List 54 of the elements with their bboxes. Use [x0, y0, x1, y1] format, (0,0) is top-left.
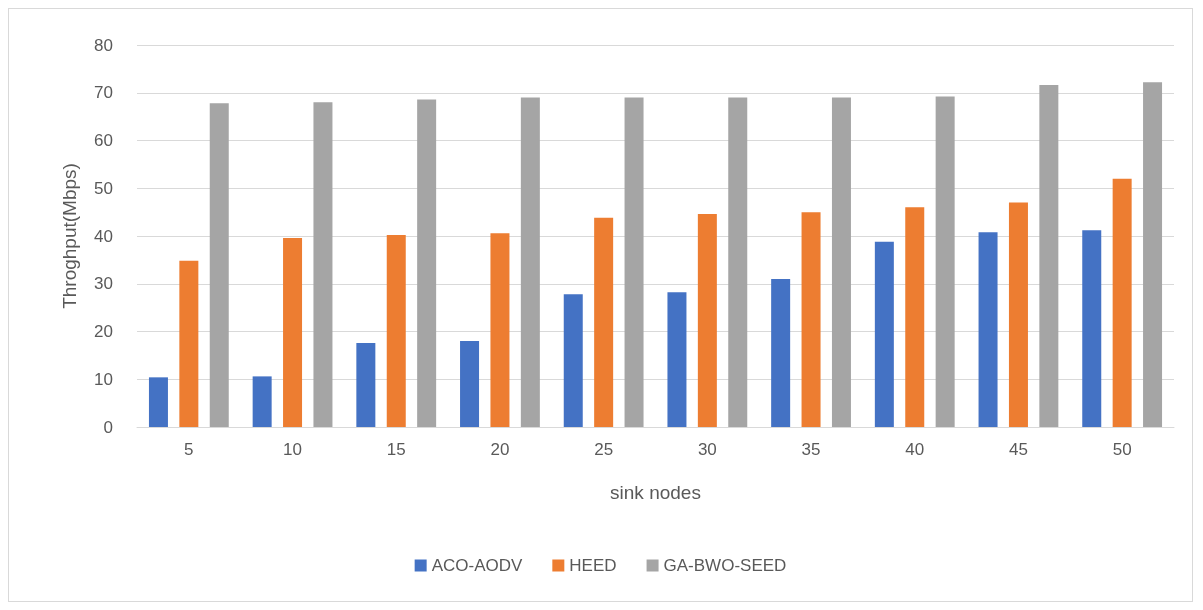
bar: [417, 99, 437, 427]
bar: [1008, 202, 1028, 427]
y-tick-label: 40: [94, 226, 113, 246]
bar: [1143, 82, 1163, 427]
x-tick-label: 45: [1008, 440, 1028, 459]
y-tick-label: 50: [94, 178, 113, 198]
x-tick-label: 10: [283, 440, 303, 459]
bar: [667, 292, 687, 427]
bar: [209, 103, 229, 427]
bar: [148, 377, 168, 427]
x-axis-title: sink nodes: [610, 482, 701, 503]
bar: [356, 342, 376, 427]
bar: [283, 237, 303, 427]
bar: [490, 233, 510, 427]
x-tick-label: 5: [184, 440, 194, 459]
bar: [874, 241, 894, 427]
y-tick-label: 30: [94, 274, 113, 294]
x-tick-label: 35: [801, 440, 821, 459]
x-tick-label: 15: [386, 440, 406, 459]
bar: [728, 97, 748, 427]
bar: [594, 217, 614, 427]
bar: [831, 97, 851, 427]
bar: [179, 260, 199, 427]
bar: [978, 232, 998, 427]
bar: [520, 97, 540, 427]
bar: [252, 376, 272, 427]
legend-label: HEED: [569, 556, 617, 575]
bar: [313, 102, 333, 427]
y-tick-label: 20: [94, 322, 113, 341]
y-tick-label: 10: [94, 369, 113, 389]
bar: [1082, 230, 1102, 427]
bar: [624, 97, 644, 427]
y-tick-label: 0: [103, 417, 113, 437]
x-tick-label: 20: [490, 440, 510, 459]
bar: [935, 96, 955, 427]
legend-label: ACO-AODV: [431, 556, 523, 575]
bar: [1039, 85, 1059, 427]
bar: [563, 294, 583, 427]
bar: [771, 278, 791, 427]
y-tick-label: 80: [94, 35, 113, 55]
bar: [386, 235, 406, 427]
legend-label: GA-BWO-SEED: [663, 556, 787, 575]
x-tick-label: 40: [905, 440, 925, 459]
y-axis-title: Throghput(Mbps): [59, 163, 80, 309]
bar: [1112, 178, 1132, 427]
y-tick-label: 60: [94, 131, 113, 150]
bar: [460, 341, 480, 427]
x-tick-label: 50: [1112, 440, 1132, 459]
bar: [697, 214, 717, 427]
x-tick-label: 25: [594, 440, 614, 459]
bar: [905, 207, 925, 427]
y-tick-label: 70: [94, 83, 113, 103]
x-tick-label: 30: [697, 440, 717, 459]
bar: [801, 212, 821, 427]
